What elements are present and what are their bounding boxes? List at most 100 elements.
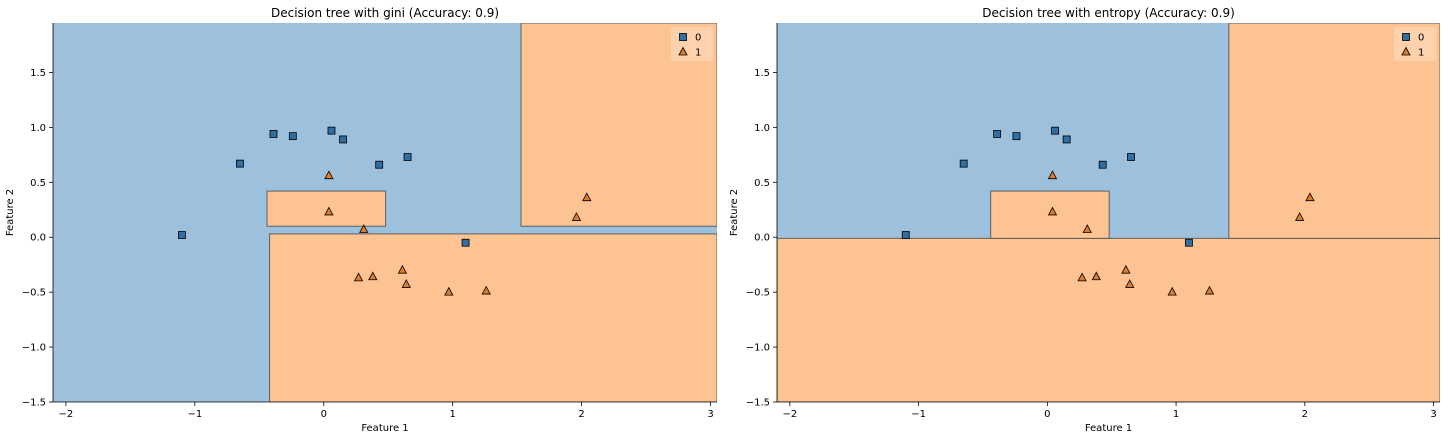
class-1-point xyxy=(1167,286,1177,296)
class-1-point xyxy=(444,286,454,296)
legend-label: 1 xyxy=(695,48,701,59)
class-1-point xyxy=(481,285,491,295)
legend: 0 1 xyxy=(671,27,713,61)
class-1-point xyxy=(1204,285,1215,295)
legend-marker xyxy=(1402,33,1410,41)
class-1-point xyxy=(1091,271,1101,281)
axes: −2 −1 0 1 2 3 −1.5 −1.0 −0.5 0.0 0.5 1.0 1.5 xyxy=(746,23,1440,420)
class-0-point xyxy=(1062,135,1071,144)
x-tick-label: 1 xyxy=(1173,409,1179,420)
class-1-point xyxy=(582,192,592,202)
class-0-point xyxy=(288,132,297,141)
legend-marker xyxy=(1401,46,1411,56)
class-1-region xyxy=(777,237,1440,402)
legend-label: 0 xyxy=(695,33,701,44)
y-tick-label: 1.0 xyxy=(30,123,46,134)
plot-area: −2 −1 0 1 2 3 −1.5 −1.0 −0.5 0.0 0.5 1.0 1.5 xyxy=(22,23,717,420)
y-tick-label: 0.5 xyxy=(30,178,46,189)
x-tick-label: 2 xyxy=(578,409,584,420)
y-tick-label: 1.0 xyxy=(754,123,770,134)
y-axis-label: Feature 2 xyxy=(5,189,16,236)
class-1-point xyxy=(353,272,364,282)
legend: 0 1 xyxy=(1394,27,1436,61)
x-tick-label: −2 xyxy=(782,409,797,420)
x-axis-label: Feature 1 xyxy=(361,423,408,434)
y-tick-label: −1.0 xyxy=(22,343,46,354)
class-1-point xyxy=(397,264,408,274)
class-0-point xyxy=(461,238,470,247)
x-tick-label: −2 xyxy=(59,409,74,420)
y-tick-label: −1.0 xyxy=(746,343,770,354)
class-1-point xyxy=(324,206,334,216)
x-tick-label: 3 xyxy=(1430,409,1436,420)
data-points xyxy=(901,126,1315,296)
class-1-point xyxy=(1295,212,1305,221)
y-tick-label: −0.5 xyxy=(746,288,770,299)
class-1-point xyxy=(1125,279,1135,288)
class-0-point xyxy=(959,159,968,168)
y-axis-label: Feature 2 xyxy=(729,189,740,236)
legend-item: 1 xyxy=(678,46,701,59)
x-tick-label: 3 xyxy=(707,409,713,420)
class-0-point xyxy=(269,130,278,138)
legend-item: 1 xyxy=(1401,46,1424,59)
legend-label: 0 xyxy=(1418,33,1424,44)
x-tick-label: 1 xyxy=(450,409,456,420)
class-1-region xyxy=(269,233,717,402)
legend-marker xyxy=(679,33,687,41)
chart-title: Decision tree with gini (Accuracy: 0.9) xyxy=(271,6,499,20)
class-0-point xyxy=(1127,153,1135,161)
chart-entropy: Decision tree with entropy (Accuracy: 0.… xyxy=(729,6,1440,434)
class-0-point xyxy=(375,160,384,169)
class-1-point xyxy=(1047,170,1058,180)
y-tick-label: 0.0 xyxy=(754,233,770,244)
class-0-point xyxy=(339,135,347,144)
class-1-region xyxy=(266,190,387,227)
class-1-region xyxy=(1228,23,1440,239)
legend-marker xyxy=(678,46,688,56)
legend-item: 0 xyxy=(679,33,701,44)
class-1-point xyxy=(1305,192,1315,202)
class-0-point xyxy=(327,126,336,135)
class-0-point xyxy=(403,153,412,161)
legend-label: 1 xyxy=(1418,48,1424,59)
x-tick-label: 2 xyxy=(1302,409,1308,420)
class-0-point xyxy=(1051,126,1059,135)
plot-area: −2 −1 0 1 2 3 −1.5 −1.0 −0.5 0.0 0.5 1.0 1.5 xyxy=(746,23,1440,420)
y-tick-label: −1.5 xyxy=(746,398,770,409)
class-0-point xyxy=(178,231,186,239)
class-0-point xyxy=(901,231,910,239)
chart-gini: Decision tree with gini (Accuracy: 0.9) … xyxy=(5,6,717,434)
y-tick-label: −1.5 xyxy=(22,398,46,409)
legend-item: 0 xyxy=(1402,33,1424,44)
class-1-point xyxy=(401,279,411,288)
x-tick-label: 0 xyxy=(321,409,327,420)
class-1-point xyxy=(1121,264,1131,274)
class-1-point xyxy=(1077,272,1087,282)
decision-regions xyxy=(777,23,1440,402)
class-1-point xyxy=(368,271,378,281)
x-tick-label: 0 xyxy=(1044,409,1050,420)
y-tick-label: 1.5 xyxy=(754,68,770,79)
y-tick-label: −0.5 xyxy=(22,288,46,299)
data-points xyxy=(178,126,592,296)
x-axis-label: Feature 1 xyxy=(1085,423,1132,434)
decision-regions xyxy=(53,23,717,402)
class-0-point xyxy=(993,130,1002,138)
class-0-point xyxy=(1185,238,1193,247)
class-1-point xyxy=(324,170,334,180)
class-0-point xyxy=(1098,160,1107,169)
y-tick-label: 0.0 xyxy=(30,233,46,244)
class-1-point xyxy=(1082,224,1092,233)
legend-background xyxy=(1394,27,1436,61)
class-1-point xyxy=(571,212,582,221)
x-tick-label: −1 xyxy=(187,409,202,420)
class-1-region xyxy=(520,23,717,227)
x-tick-label: −1 xyxy=(911,409,926,420)
class-0-point xyxy=(236,159,244,168)
legend-background xyxy=(671,27,713,61)
class-1-point xyxy=(359,224,369,233)
y-tick-label: 1.5 xyxy=(30,68,46,79)
